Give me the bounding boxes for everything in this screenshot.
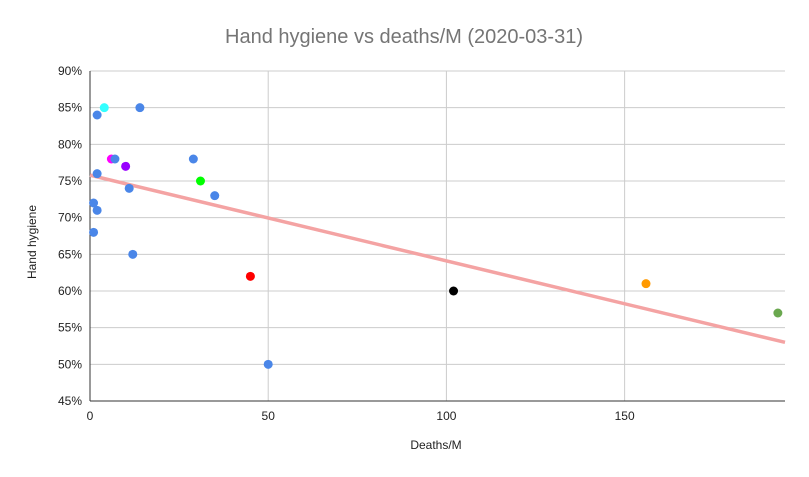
trendline <box>89 173 786 345</box>
y-tick-label: 50% <box>58 357 82 371</box>
data-point <box>210 191 220 201</box>
data-point <box>124 183 134 193</box>
y-axis-ticks: 45% 50% 55% 60% 65% 70% 75% 80% 85% 90% <box>58 64 82 408</box>
data-point <box>121 161 131 171</box>
data-point <box>89 227 99 237</box>
data-point <box>92 169 102 179</box>
y-tick-label: 75% <box>58 174 82 188</box>
y-tick-label: 70% <box>58 211 82 225</box>
trendline-group <box>89 173 786 345</box>
data-point <box>128 249 138 259</box>
x-tick-label: 100 <box>436 409 456 423</box>
data-point <box>110 154 120 164</box>
chart-title: Hand hygiene vs deaths/M (2020-03-31) <box>225 26 583 48</box>
x-tick-label: 50 <box>262 409 276 423</box>
data-point <box>773 308 783 318</box>
data-point <box>99 103 109 113</box>
data-point <box>245 271 255 281</box>
x-axis-ticks: 0 50 100 150 <box>87 409 635 423</box>
data-point <box>641 279 651 289</box>
y-tick-label: 65% <box>58 247 82 261</box>
data-point <box>92 205 102 215</box>
data-point <box>92 110 102 120</box>
y-tick-label: 45% <box>58 394 82 408</box>
x-axis-label: Deaths/M <box>410 438 461 452</box>
data-point <box>89 198 99 208</box>
y-tick-label: 90% <box>58 64 82 78</box>
data-point <box>195 176 205 186</box>
y-tick-label: 85% <box>58 101 82 115</box>
x-tick-label: 150 <box>615 409 635 423</box>
x-tick-label: 0 <box>87 409 94 423</box>
data-points <box>89 103 783 369</box>
data-point <box>449 286 459 296</box>
data-point <box>188 154 198 164</box>
data-point <box>135 103 145 113</box>
y-axis-label: Hand hygiene <box>25 205 39 279</box>
y-tick-label: 60% <box>58 284 82 298</box>
data-point <box>263 359 273 369</box>
y-tick-label: 80% <box>58 137 82 151</box>
gridlines <box>90 70 785 401</box>
axes <box>89 71 785 402</box>
y-tick-label: 55% <box>58 321 82 335</box>
